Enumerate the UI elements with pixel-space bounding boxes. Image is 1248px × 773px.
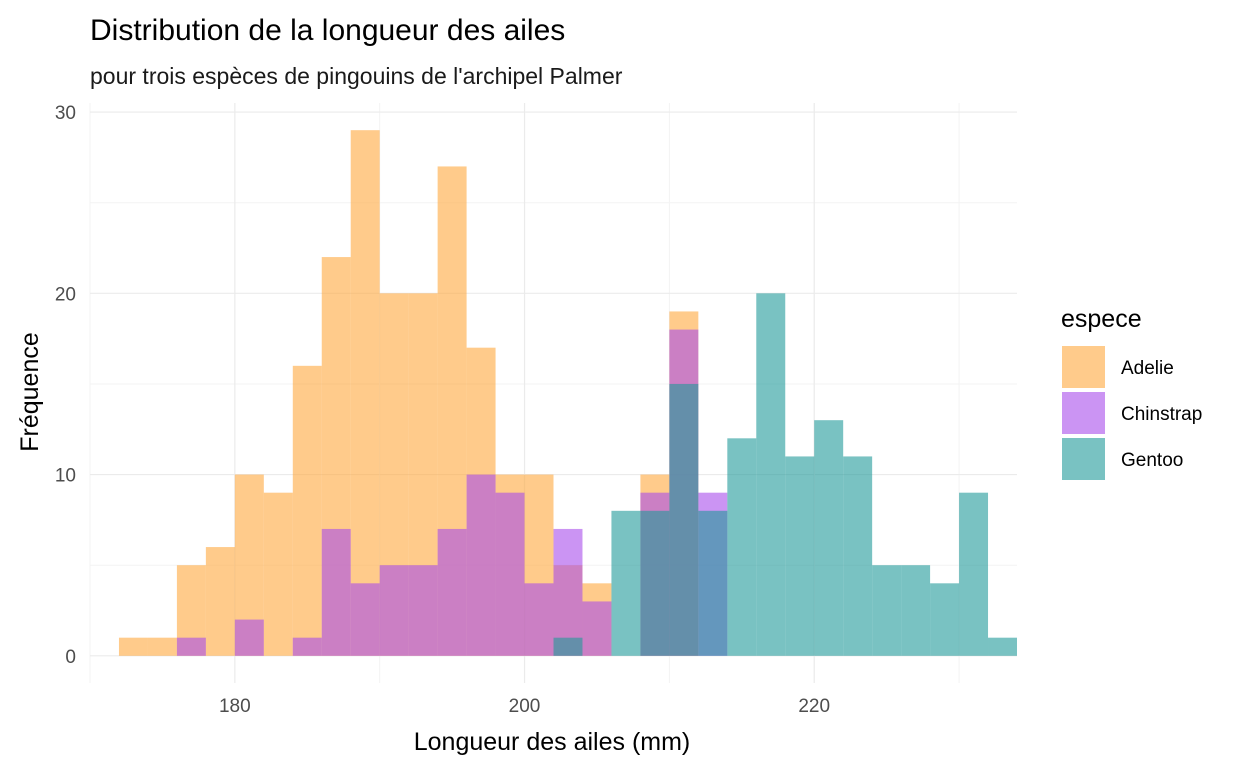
bar-gentoo — [930, 583, 960, 656]
bar-chinstrap — [553, 528, 583, 656]
bar-chinstrap — [321, 528, 351, 656]
bar-gentoo — [640, 510, 670, 656]
y-axis-title: Fréquence — [16, 332, 44, 452]
series-gentoo — [553, 293, 1017, 656]
legend: Adelie Chinstrap Gentoo — [1062, 346, 1202, 480]
histogram-bars — [118, 130, 1017, 656]
y-tick-label: 20 — [55, 284, 76, 305]
bar-adelie — [292, 365, 322, 656]
bar-gentoo — [872, 565, 902, 656]
bar-gentoo — [901, 565, 931, 656]
bar-gentoo — [988, 637, 1017, 656]
bar-gentoo — [698, 510, 728, 656]
bar-chinstrap — [234, 619, 264, 656]
bar-adelie — [118, 637, 148, 656]
legend-item-chinstrap: Chinstrap — [1062, 392, 1202, 434]
bar-chinstrap — [379, 565, 409, 656]
axis-ticks: 180 200 220 0 10 20 30 — [55, 103, 830, 717]
bar-gentoo — [553, 637, 583, 656]
bar-gentoo — [727, 438, 757, 656]
x-tick-label: 180 — [219, 696, 251, 717]
legend-label: Gentoo — [1121, 450, 1183, 471]
chart-subtitle: pour trois espèces de pingouins de l'arc… — [90, 63, 623, 89]
bar-gentoo — [756, 293, 786, 656]
legend-label: Adelie — [1121, 358, 1174, 379]
y-tick-label: 0 — [65, 647, 76, 668]
bar-gentoo — [959, 492, 989, 656]
legend-item-adelie: Adelie — [1062, 346, 1174, 388]
bar-chinstrap — [176, 637, 206, 656]
bar-chinstrap — [437, 528, 467, 656]
x-tick-label: 200 — [509, 696, 541, 717]
bar-chinstrap — [495, 492, 525, 656]
bar-chinstrap — [292, 637, 322, 656]
bar-adelie — [263, 492, 293, 656]
legend-title: espece — [1061, 305, 1142, 333]
legend-swatch — [1062, 392, 1105, 434]
bar-gentoo — [843, 456, 873, 656]
bar-gentoo — [669, 383, 699, 656]
y-tick-label: 30 — [55, 103, 76, 124]
bar-adelie — [147, 637, 177, 656]
bar-chinstrap — [466, 474, 496, 656]
legend-label: Chinstrap — [1121, 404, 1202, 425]
y-tick-label: 10 — [55, 466, 76, 487]
legend-swatch — [1062, 438, 1105, 480]
legend-swatch — [1062, 346, 1105, 388]
x-tick-label: 220 — [798, 696, 830, 717]
bar-chinstrap — [582, 601, 612, 656]
bar-gentoo — [814, 420, 844, 656]
bar-adelie — [350, 130, 380, 656]
bar-gentoo — [785, 456, 815, 656]
bar-adelie — [205, 547, 235, 656]
bar-chinstrap — [524, 583, 554, 656]
bar-chinstrap — [408, 565, 438, 656]
chart-title: Distribution de la longueur des ailes — [90, 14, 565, 47]
bar-gentoo — [611, 510, 641, 656]
bar-chinstrap — [350, 583, 380, 656]
x-axis-title: Longueur des ailes (mm) — [414, 728, 691, 756]
legend-item-gentoo: Gentoo — [1062, 438, 1183, 480]
